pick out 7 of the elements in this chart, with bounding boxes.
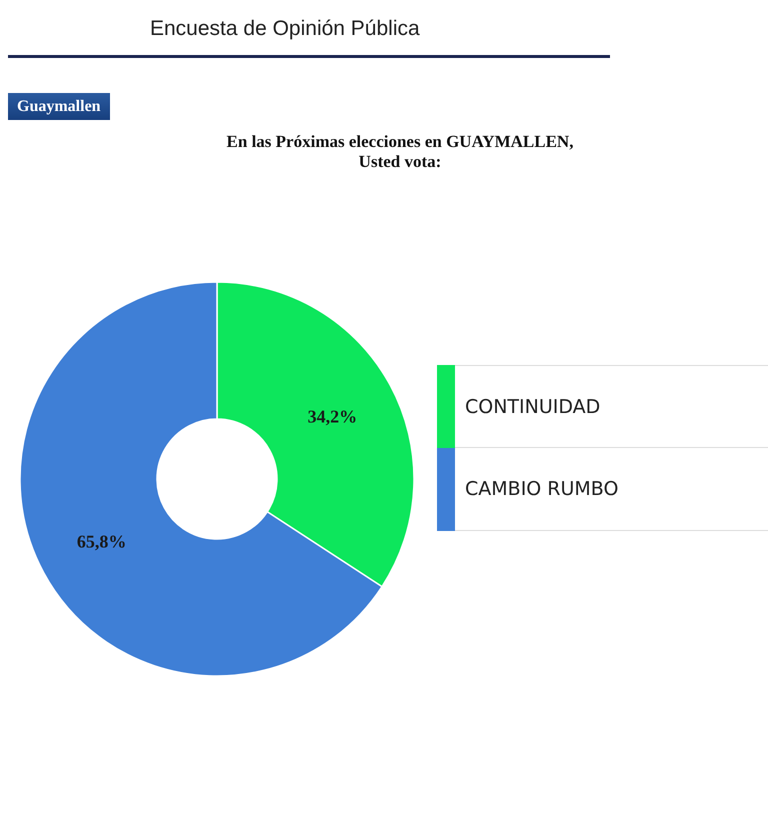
legend-label: CONTINUIDAD — [465, 396, 600, 418]
legend-label: CAMBIO RUMBO — [465, 478, 618, 500]
chart-subtitle: Encuesta de Opinión Pública — [150, 17, 420, 41]
data-label: 65,8% — [76, 532, 126, 552]
text: Guaymallen — [17, 98, 101, 116]
data-label: 34,2% — [308, 406, 358, 426]
chart-title: En las Próximas elecciones en GUAYMALLEN, Usted vota: — [226, 132, 574, 172]
